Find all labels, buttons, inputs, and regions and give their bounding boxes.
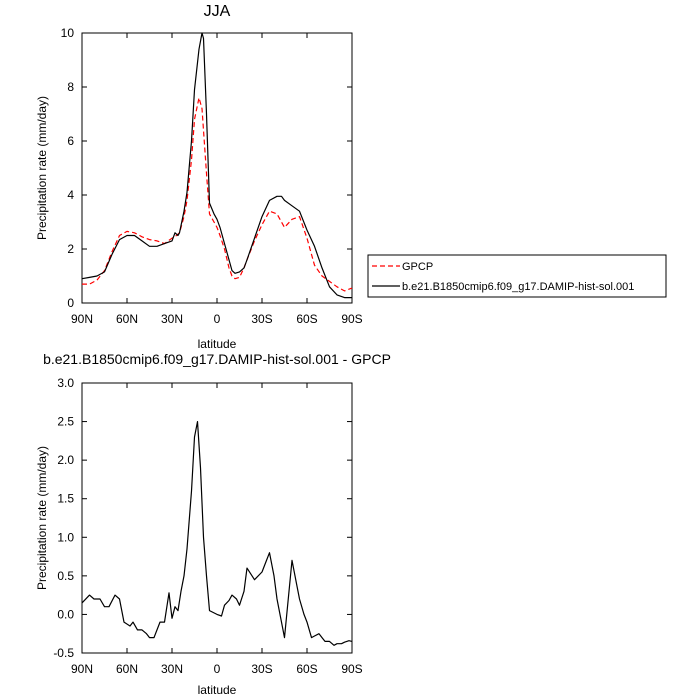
bottom-x-tick-label: 90S (341, 662, 362, 676)
top-y-tick-label: 8 (67, 80, 74, 94)
bottom-y-axis: -0.5 0.0 0.5 1.0 1.5 2.0 2.5 3.0 (53, 376, 352, 660)
top-y-tick-label: 0 (67, 296, 74, 310)
bottom-x-axis: 90N 60N 30N 0 30S 60S 90S (71, 383, 363, 676)
top-y-tick-label: 2 (67, 242, 74, 256)
top-plot-frame (81, 32, 353, 304)
top-x-tick-label: 30S (251, 312, 272, 326)
bottom-chart-title: b.e21.B1850cmip6.f09_g17.DAMIP-hist-sol.… (43, 351, 391, 367)
bottom-y-tick-label: 2.0 (57, 453, 74, 467)
top-x-tick-label: 0 (214, 312, 221, 326)
top-x-axis: 90N 60N 30N 0 30S 60S 90S (71, 33, 363, 326)
top-x-axis-label: latitude (198, 337, 237, 351)
top-series-lines (81, 32, 353, 299)
top-y-tick-label: 10 (61, 26, 75, 40)
top-x-tick-label: 60N (116, 312, 138, 326)
bottom-x-tick-label: 30S (251, 662, 272, 676)
top-x-tick-label: 60S (296, 312, 317, 326)
legend-box (367, 254, 667, 298)
bottom-y-tick-label: -0.5 (53, 646, 74, 660)
bottom-x-tick-label: 0 (214, 662, 221, 676)
bottom-y-axis-label: Precipitation rate (mm/day) (35, 446, 49, 590)
bottom-y-tick-label: 2.5 (57, 415, 74, 429)
top-y-axis-label: Precipitation rate (mm/day) (35, 96, 49, 240)
top-series-line-0 (82, 97, 353, 292)
top-x-tick-label: 90N (71, 312, 93, 326)
bottom-panel: b.e21.B1850cmip6.f09_g17.DAMIP-hist-sol.… (35, 351, 391, 697)
bottom-x-tick-label: 30N (161, 662, 183, 676)
top-y-tick-label: 4 (67, 188, 74, 202)
bottom-series-line-0 (81, 421, 353, 646)
legend-label-gpcp: GPCP (402, 261, 433, 273)
top-chart-title: JJA (204, 3, 231, 20)
bottom-series-lines (81, 421, 353, 646)
bottom-x-tick-label: 90N (71, 662, 93, 676)
top-y-tick-label: 6 (67, 134, 74, 148)
legend-label-model: b.e21.B1850cmip6.f09_g17.DAMIP-hist-sol.… (402, 281, 634, 293)
bottom-x-axis-label: latitude (198, 683, 237, 697)
bottom-y-tick-label: 1.5 (57, 492, 74, 506)
top-x-tick-label: 30N (161, 312, 183, 326)
bottom-x-tick-label: 60N (116, 662, 138, 676)
bottom-y-tick-label: 0.0 (57, 607, 74, 621)
top-x-tick-label: 90S (341, 312, 362, 326)
top-y-axis: 0 2 4 6 8 10 (61, 26, 352, 310)
bottom-x-tick-label: 60S (296, 662, 317, 676)
bottom-y-tick-label: 1.0 (57, 530, 74, 544)
bottom-y-tick-label: 3.0 (57, 376, 74, 390)
legend: GPCP b.e21.B1850cmip6.f09_g17.DAMIP-hist… (367, 254, 667, 298)
top-panel: JJA 0 2 4 6 8 10 90N 60N 30N 0 30S 60S 90S latitude… (35, 3, 363, 351)
top-series-line-1 (81, 32, 352, 299)
bottom-y-tick-label: 0.5 (57, 569, 74, 583)
